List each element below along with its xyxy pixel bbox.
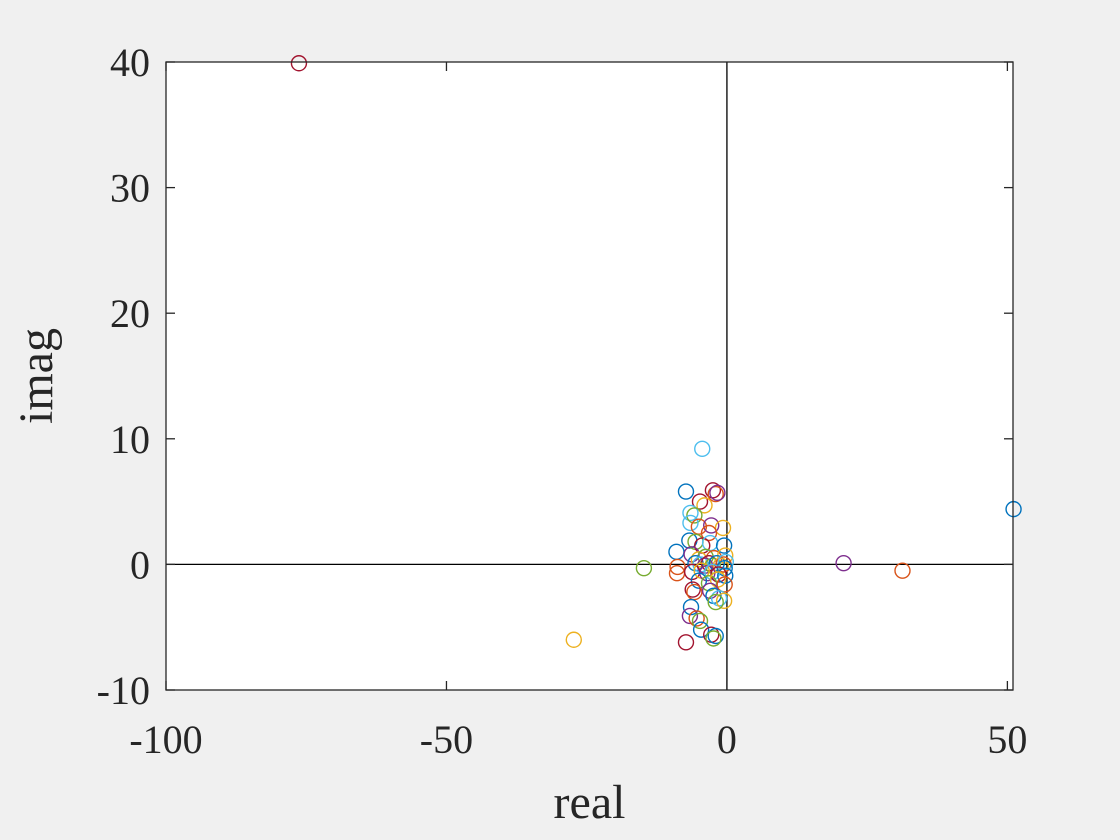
data-point xyxy=(694,440,711,458)
data-point xyxy=(716,576,733,593)
plot-area xyxy=(166,62,1013,690)
data-point xyxy=(691,493,709,510)
data-point xyxy=(688,610,705,627)
data-point xyxy=(703,517,720,534)
data-point xyxy=(894,562,911,579)
data-point xyxy=(682,514,699,532)
data-point xyxy=(700,575,718,592)
data-point xyxy=(708,554,726,572)
data-point xyxy=(692,621,710,638)
data-point xyxy=(669,558,686,576)
data-point xyxy=(684,581,701,598)
data-point xyxy=(835,554,852,572)
x-tick-label: 50 xyxy=(987,717,1027,762)
data-point xyxy=(691,612,709,630)
y-axis-label: imag xyxy=(10,328,63,424)
data-point xyxy=(635,559,653,577)
data-point xyxy=(710,566,727,583)
data-point xyxy=(696,497,713,514)
data-point xyxy=(686,583,703,601)
data-markers xyxy=(290,55,1022,651)
data-point xyxy=(709,484,726,502)
data-point xyxy=(705,630,722,647)
data-point xyxy=(715,592,733,610)
axes-box xyxy=(165,61,1014,691)
y-tick-label: 20 xyxy=(110,291,150,336)
y-tick-label: 0 xyxy=(130,542,150,587)
reference-lines xyxy=(166,62,1013,690)
data-point xyxy=(677,634,695,651)
data-point xyxy=(690,518,708,535)
data-point xyxy=(707,593,724,611)
x-tick-label: -50 xyxy=(420,717,473,762)
data-point xyxy=(565,631,582,648)
data-point xyxy=(714,519,732,537)
y-tick-label: 40 xyxy=(110,40,150,85)
data-point xyxy=(290,55,308,72)
data-point xyxy=(700,524,718,542)
y-tick-label: 10 xyxy=(110,417,150,462)
y-tick-label: 30 xyxy=(110,166,150,211)
x-axis-label: real xyxy=(554,776,626,829)
y-tick-label: -10 xyxy=(97,668,150,713)
data-point xyxy=(707,627,724,645)
data-point xyxy=(681,607,699,625)
data-point xyxy=(677,483,695,500)
data-point xyxy=(690,572,708,589)
data-point xyxy=(682,598,700,616)
data-point xyxy=(682,504,699,522)
data-point xyxy=(715,537,733,554)
x-tick-label: 0 xyxy=(717,717,737,762)
data-point xyxy=(707,485,724,503)
x-tick-label: -100 xyxy=(129,717,202,762)
data-point xyxy=(717,553,735,571)
data-point xyxy=(686,507,703,524)
data-point xyxy=(704,482,722,499)
